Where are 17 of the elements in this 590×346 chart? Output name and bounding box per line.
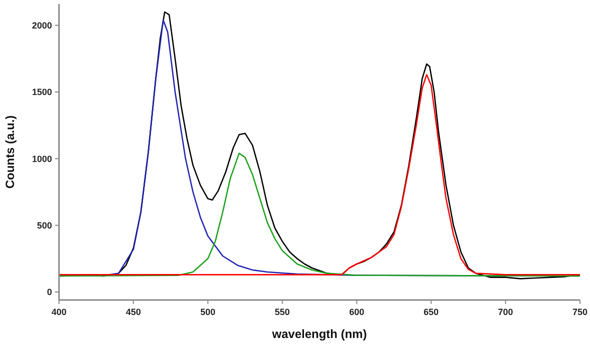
y-axis-title: Counts (a.u.) bbox=[3, 115, 17, 189]
y-tick-label: 1000 bbox=[32, 154, 52, 164]
y-tick-label: 2000 bbox=[32, 20, 52, 30]
x-axis-title: wavelength (nm) bbox=[271, 327, 367, 341]
x-tick-label: 450 bbox=[126, 307, 141, 317]
y-tick-label: 0 bbox=[46, 287, 52, 298]
y-tick-label: 500 bbox=[36, 220, 52, 230]
x-tick-label: 600 bbox=[349, 307, 364, 317]
line-series bbox=[58, 152, 581, 277]
x-tick-label: 700 bbox=[498, 307, 514, 317]
y-tick-label: 1500 bbox=[32, 87, 52, 98]
x-tick-label: 550 bbox=[274, 307, 290, 317]
x-tick-label: 500 bbox=[200, 307, 216, 317]
line-series bbox=[58, 74, 581, 276]
x-tick-label: 400 bbox=[51, 307, 67, 317]
x-tick-label: 650 bbox=[424, 307, 439, 317]
x-tick-label: 750 bbox=[572, 307, 588, 317]
